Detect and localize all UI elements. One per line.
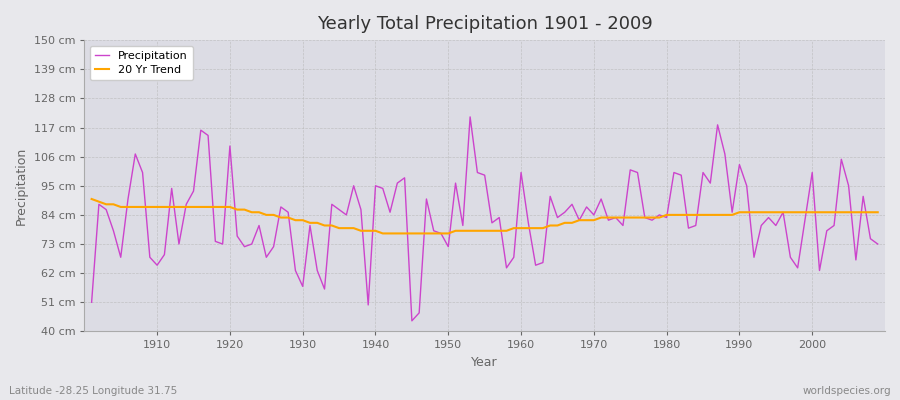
Precipitation [86, 300, 97, 305]
Text: worldspecies.org: worldspecies.org [803, 386, 891, 396]
20 Yr Trend [377, 231, 388, 236]
Precipitation [407, 318, 418, 323]
Line: Precipitation: Precipitation [92, 117, 878, 321]
Title: Yearly Total Precipitation 1901 - 2009: Yearly Total Precipitation 1901 - 2009 [317, 15, 652, 33]
Precipitation [523, 220, 534, 225]
Precipitation [530, 263, 541, 268]
Text: Latitude -28.25 Longitude 31.75: Latitude -28.25 Longitude 31.75 [9, 386, 177, 396]
Precipitation [144, 255, 155, 260]
20 Yr Trend [523, 226, 534, 230]
20 Yr Trend [304, 220, 315, 225]
20 Yr Trend [348, 226, 359, 230]
Legend: Precipitation, 20 Yr Trend: Precipitation, 20 Yr Trend [90, 46, 193, 80]
X-axis label: Year: Year [472, 356, 498, 369]
Precipitation [348, 183, 359, 188]
20 Yr Trend [516, 226, 526, 230]
Line: 20 Yr Trend: 20 Yr Trend [92, 199, 878, 234]
Precipitation [617, 223, 628, 228]
Y-axis label: Precipitation: Precipitation [15, 147, 28, 225]
Precipitation [872, 242, 883, 246]
20 Yr Trend [144, 204, 155, 209]
20 Yr Trend [872, 210, 883, 215]
20 Yr Trend [610, 215, 621, 220]
Precipitation [304, 223, 315, 228]
20 Yr Trend [86, 197, 97, 202]
Precipitation [464, 114, 475, 119]
